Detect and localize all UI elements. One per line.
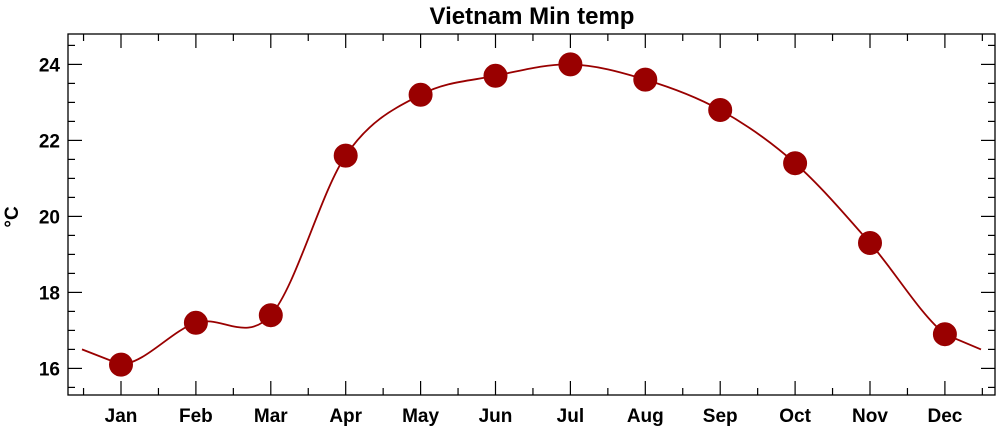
data-point [783, 151, 808, 176]
data-point [258, 303, 283, 328]
y-tick-label: 16 [39, 359, 60, 380]
x-tick-label: Apr [329, 406, 362, 427]
y-axis-label: °C [2, 206, 23, 228]
x-tick-label: Sep [703, 406, 738, 427]
series-layer [81, 52, 982, 377]
y-tick-label: 22 [39, 131, 60, 152]
axes [67, 33, 996, 396]
data-point [633, 67, 658, 92]
x-tick-label: Jul [557, 406, 584, 427]
x-tick-label: May [402, 406, 439, 427]
y-tick-label: 20 [39, 207, 60, 228]
chart-title: Vietnam Min temp [430, 3, 635, 30]
ticks [68, 34, 995, 395]
x-tick-label: Oct [779, 406, 811, 427]
data-point [858, 231, 882, 255]
data-point [932, 322, 957, 347]
data-point [558, 52, 583, 77]
x-tick-label: Aug [627, 406, 664, 427]
data-point [408, 82, 433, 107]
y-tick-label: 24 [39, 55, 61, 76]
tick-labels: 16 18 20 22 24 Jan Feb Mar Apr May Jun Jul Aug Sep Oct… [39, 55, 963, 427]
x-tick-label: Mar [254, 406, 288, 427]
x-tick-label: Jan [105, 406, 138, 427]
plot-frame [67, 33, 996, 396]
x-tick-label: Dec [927, 406, 962, 427]
y-tick-label: 18 [39, 283, 60, 304]
data-point [109, 352, 133, 377]
data-point [183, 310, 208, 335]
data-point [708, 98, 733, 122]
x-tick-label: Feb [179, 406, 213, 427]
x-tick-label: Jun [479, 406, 513, 427]
data-point [483, 63, 508, 88]
data-point [333, 143, 358, 168]
series-line [81, 63, 982, 366]
x-tick-label: Nov [852, 406, 888, 427]
